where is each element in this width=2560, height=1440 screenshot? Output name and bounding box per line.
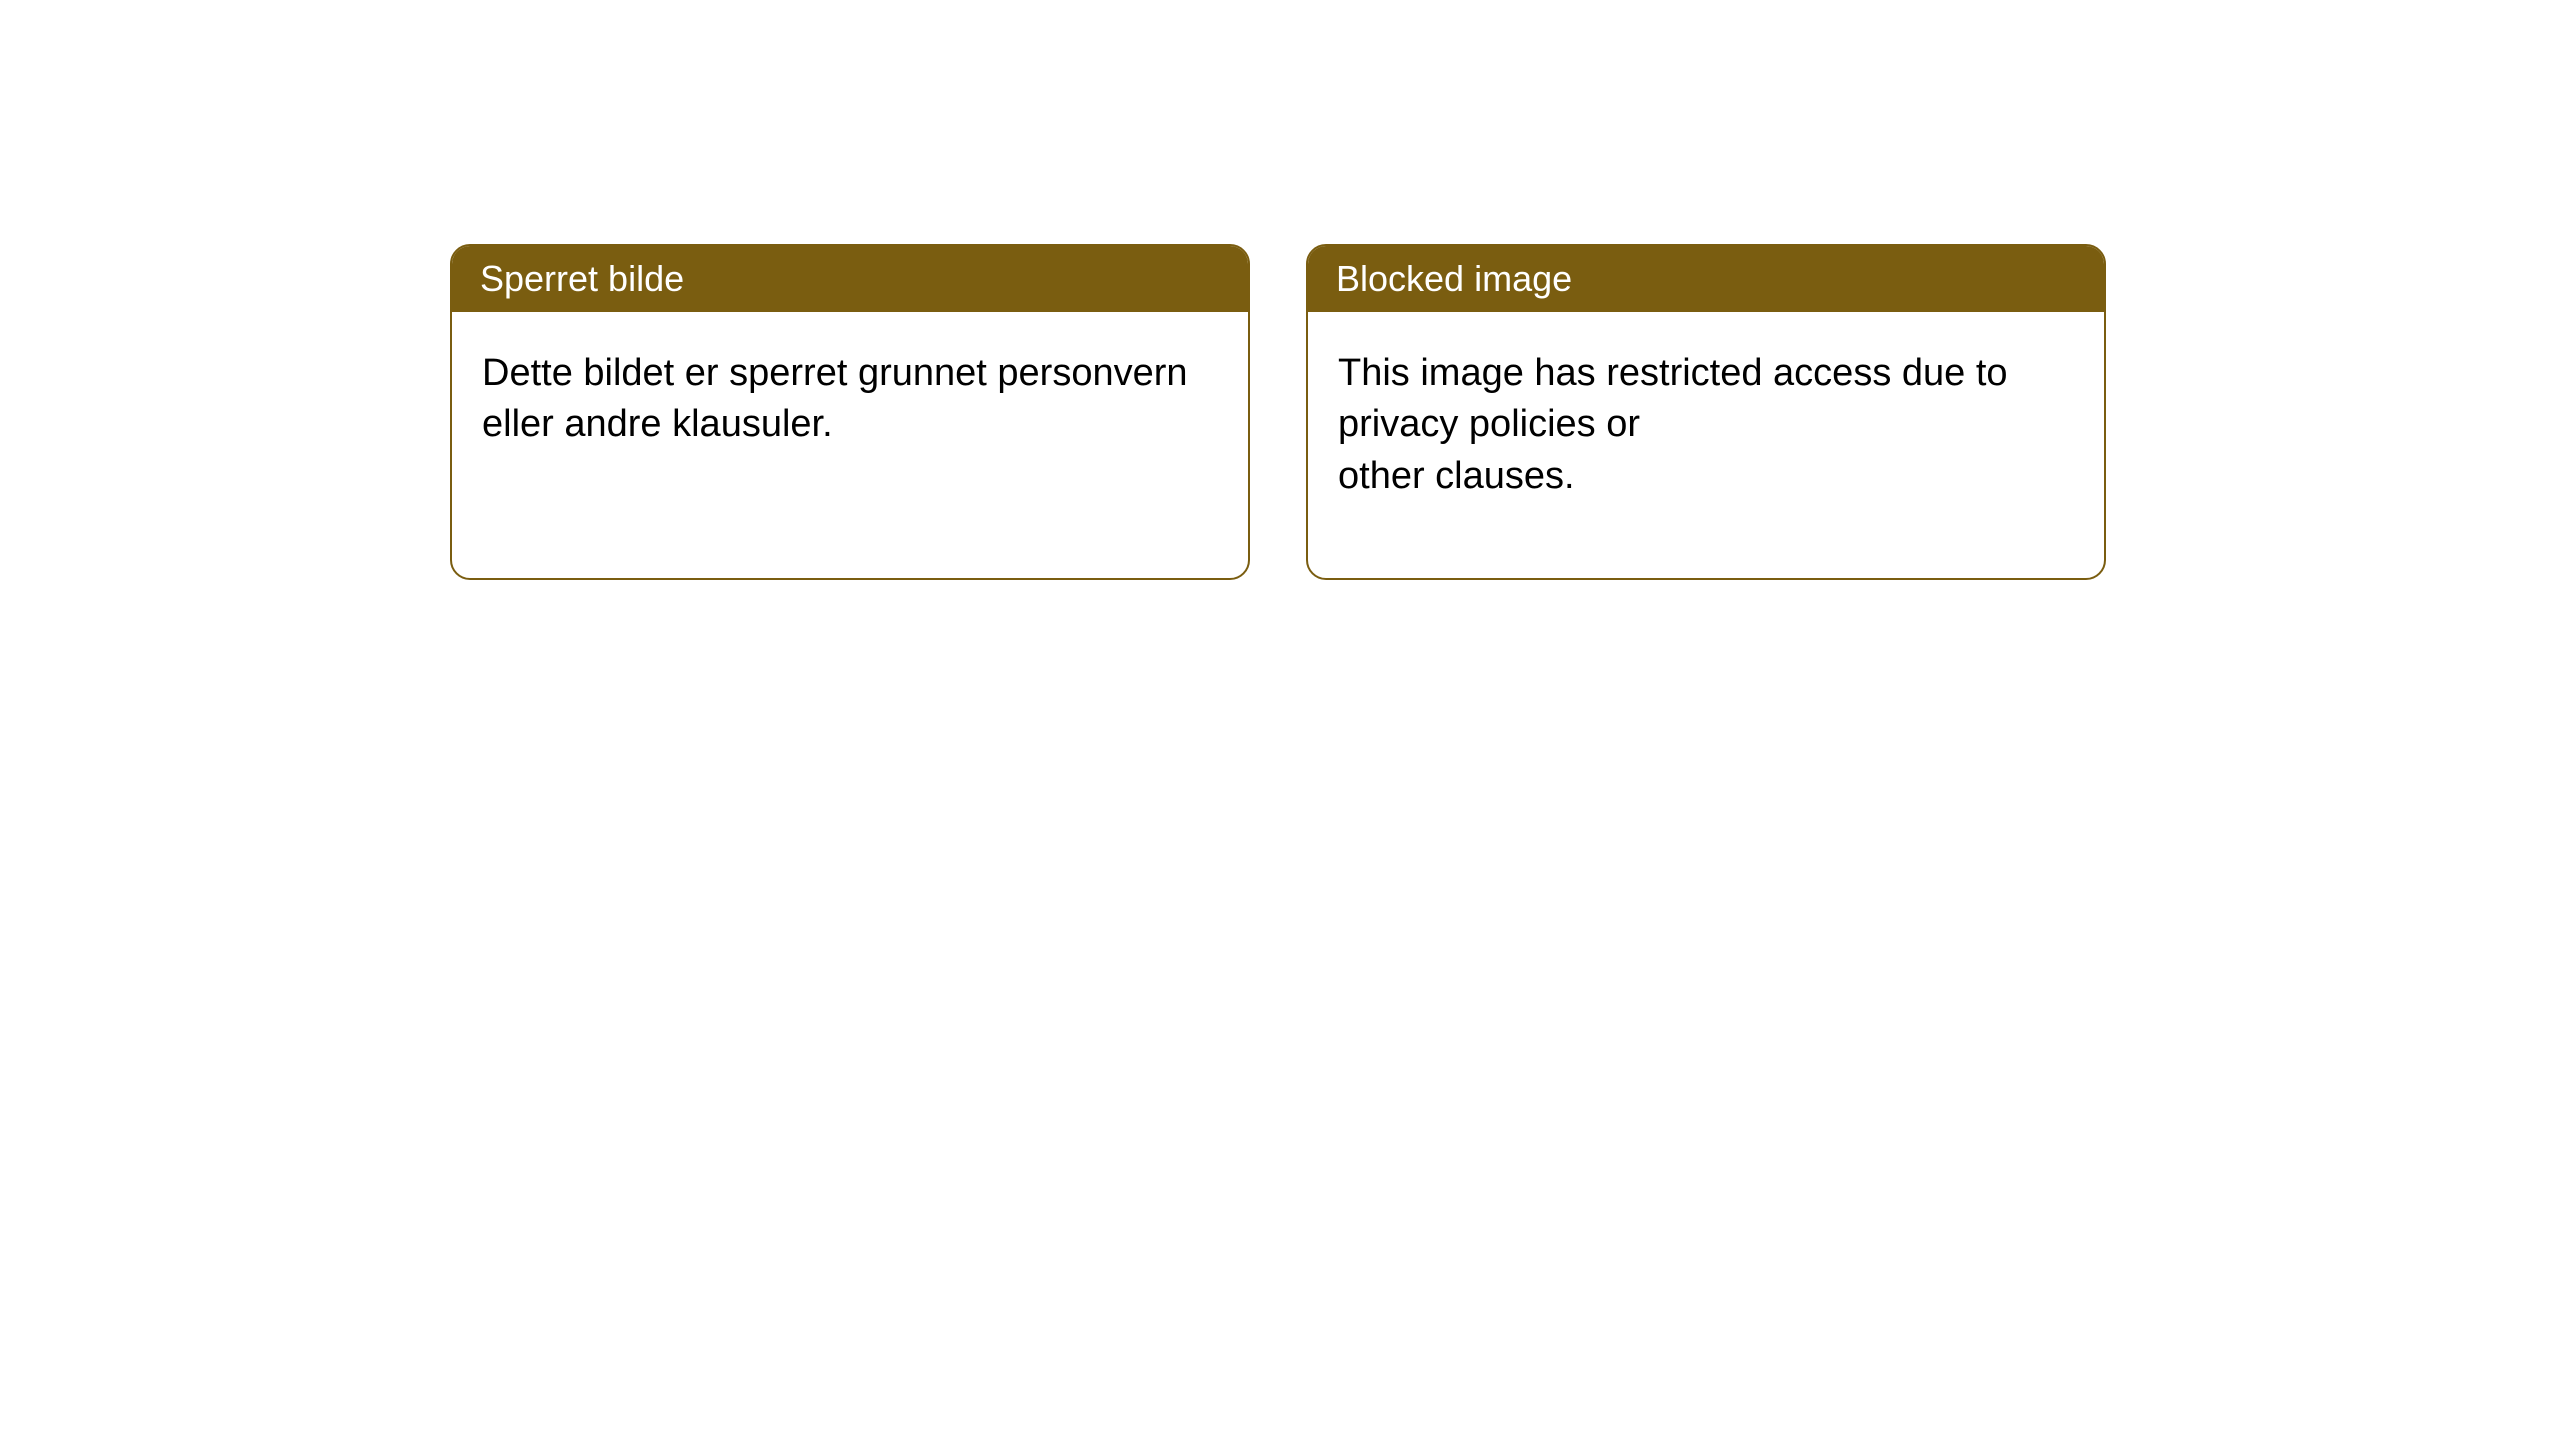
- notice-header: Blocked image: [1308, 246, 2104, 312]
- notice-body: Dette bildet er sperret grunnet personve…: [452, 312, 1248, 487]
- notice-container: Sperret bilde Dette bildet er sperret gr…: [450, 244, 2106, 580]
- notice-header: Sperret bilde: [452, 246, 1248, 312]
- notice-body: This image has restricted access due to …: [1308, 312, 2104, 538]
- notice-card-norwegian: Sperret bilde Dette bildet er sperret gr…: [450, 244, 1250, 580]
- notice-card-english: Blocked image This image has restricted …: [1306, 244, 2106, 580]
